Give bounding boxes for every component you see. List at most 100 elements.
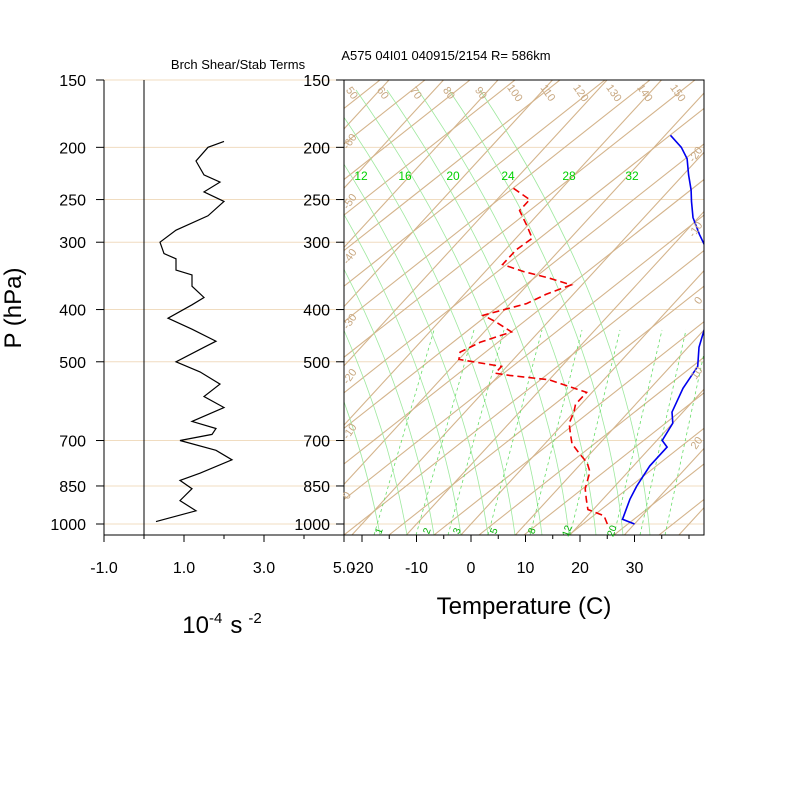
isotherm-label: -60 [341, 132, 360, 152]
left-xlabel-exp2: -2 [248, 610, 261, 627]
dry-adiabat-label: 80 [440, 85, 457, 102]
left-panel-title: Brch Shear/Stab Terms [171, 57, 306, 72]
moist-adiabat-line [448, 89, 624, 535]
skewt-series-group [457, 134, 704, 525]
isotherm-line [344, 80, 553, 308]
left-xlabel-unit: s [230, 612, 242, 639]
mixing-ratio-line [529, 329, 583, 535]
mixing-ratio-line [613, 329, 663, 535]
mixing-ratio-line [639, 329, 687, 535]
skewt-series-line-1 [457, 187, 609, 525]
mixing-ratio-line [447, 329, 505, 535]
left-series-group [155, 140, 234, 523]
skewt-ytick-label-250: 250 [303, 193, 330, 210]
left-pressure-tick-labels: 150 200 250 300 400 500 700 850 1000 [50, 73, 104, 534]
skewt-ytick-label-300: 300 [303, 235, 330, 252]
skewt-ytick-label-700: 700 [303, 434, 330, 451]
moist-adiabat-line [417, 89, 597, 535]
isotherm-label-right: 0 [692, 295, 705, 307]
isotherm-label: -50 [341, 192, 360, 212]
moist-adiabat-line [344, 400, 381, 535]
dry-adiabat-line [478, 356, 704, 535]
skewt-ytick-label-200: 200 [303, 140, 330, 157]
skewt-frame [343, 79, 705, 536]
skewt-ytick-label-1000: 1000 [294, 517, 330, 534]
skewt-series-line-0 [621, 134, 704, 525]
dry-adiabat-line [344, 80, 471, 181]
skewt-xtick-label: -20 [350, 560, 373, 577]
mixing-ratio-label: 24 [501, 169, 515, 183]
mixing-ratio-line [487, 329, 543, 535]
mixing-ratio-line [569, 329, 621, 535]
dry-adiabat-line [344, 80, 516, 216]
left-xtick-label: 1.0 [173, 560, 195, 577]
left-ytick-label-700: 700 [59, 434, 86, 451]
mixing-ratio-bottom-label: 12 [561, 524, 575, 539]
dry-adiabat-line [794, 0, 800, 535]
mixing-ratio-bottom-label: 8 [527, 526, 539, 535]
mixing-ratio-label: 32 [625, 169, 639, 183]
left-x-tick-labels: -1.0 1.0 3.0 5.0 [90, 535, 355, 577]
isotherm-line [344, 92, 704, 486]
left-series-line-0 [155, 140, 234, 523]
mixing-ratio-label: 20 [446, 169, 460, 183]
dry-adiabat-line [344, 80, 606, 287]
skewt-xtick-label: 0 [467, 560, 476, 577]
isotherm-label: -40 [341, 247, 360, 267]
dry-adiabat-label: 60 [374, 85, 391, 102]
mixing-ratio-label: 28 [562, 169, 576, 183]
left-xtick-label: -1.0 [90, 560, 118, 577]
isotherm-line [344, 80, 444, 189]
skewt-xtick-label: 30 [626, 560, 644, 577]
isotherm-line [569, 388, 704, 535]
skewt-title: A575 04I01 040915/2154 R= 586km [341, 48, 550, 63]
left-xlabel-base: 10 [182, 612, 209, 639]
skewt-ytick-label-400: 400 [303, 303, 330, 320]
skewt-temperature-tick-labels: -20 -10 0 10 20 30 [350, 535, 690, 577]
skewt-x-axis-label: Temperature (C) [437, 593, 612, 620]
left-ytick-label-500: 500 [59, 355, 86, 372]
skewt-xtick-label: 10 [517, 560, 535, 577]
mixing-ratio-bottom-label: 1 [374, 526, 386, 535]
dry-adiabat-line [344, 80, 696, 358]
skewt-ytick-label-500: 500 [303, 355, 330, 372]
isotherm-line [623, 447, 704, 535]
dry-adiabat-label: 140 [634, 82, 654, 104]
skewt-xtick-label: -10 [405, 560, 428, 577]
dry-adiabat-line [749, 0, 800, 535]
mixing-ratio-bottom-label: 20 [606, 524, 620, 539]
moist-adiabat-line [386, 89, 570, 535]
dry-adiabat-label: 50 [343, 85, 360, 102]
left-ytick-label-400: 400 [59, 303, 86, 320]
isotherm-line [0, 80, 334, 535]
dry-adiabat-line [344, 107, 704, 394]
dry-adiabat-label: 70 [407, 85, 424, 102]
isotherm-line [405, 210, 704, 535]
dry-adiabat-label: 150 [667, 82, 687, 104]
shear-panel: 150 200 250 300 400 500 700 850 1000 -1.0 1.0 3.0 5… [0, 57, 355, 639]
moist-adiabat-line [355, 89, 543, 535]
isotherm-label: -30 [341, 312, 360, 332]
skewt-xtick-label: 20 [571, 560, 589, 577]
dry-adiabat-line [344, 80, 426, 145]
dry-adiabat-line [344, 80, 651, 323]
isotherm-line [787, 80, 800, 535]
isotherm-line [733, 80, 800, 535]
dry-adiabat-line [344, 80, 381, 110]
left-xtick-label: 3.0 [253, 560, 275, 577]
mixing-ratio-bottom-label: 5 [489, 526, 501, 535]
moist-adiabat-line [344, 329, 408, 535]
dry-adiabat-line [344, 249, 704, 535]
isotherm-label-right: -10 [687, 220, 706, 240]
skewt-panel: 50 60 70 80 90 100 110 120 130 140 150-60-50-40-30… [0, 0, 800, 620]
dry-adiabat-label: 90 [472, 85, 489, 102]
isotherm-line [0, 80, 225, 535]
isotherm-label: 0 [341, 490, 354, 502]
mixing-ratio-line [664, 351, 704, 535]
moist-adiabat-line [344, 268, 435, 535]
skewt-pressure-tick-labels: 150 200 250 300 400 500 700 850 1000 [294, 73, 344, 534]
moist-adiabat-line [344, 213, 462, 535]
dry-adiabat-label: 130 [603, 82, 623, 104]
isotherm-line [344, 80, 608, 367]
